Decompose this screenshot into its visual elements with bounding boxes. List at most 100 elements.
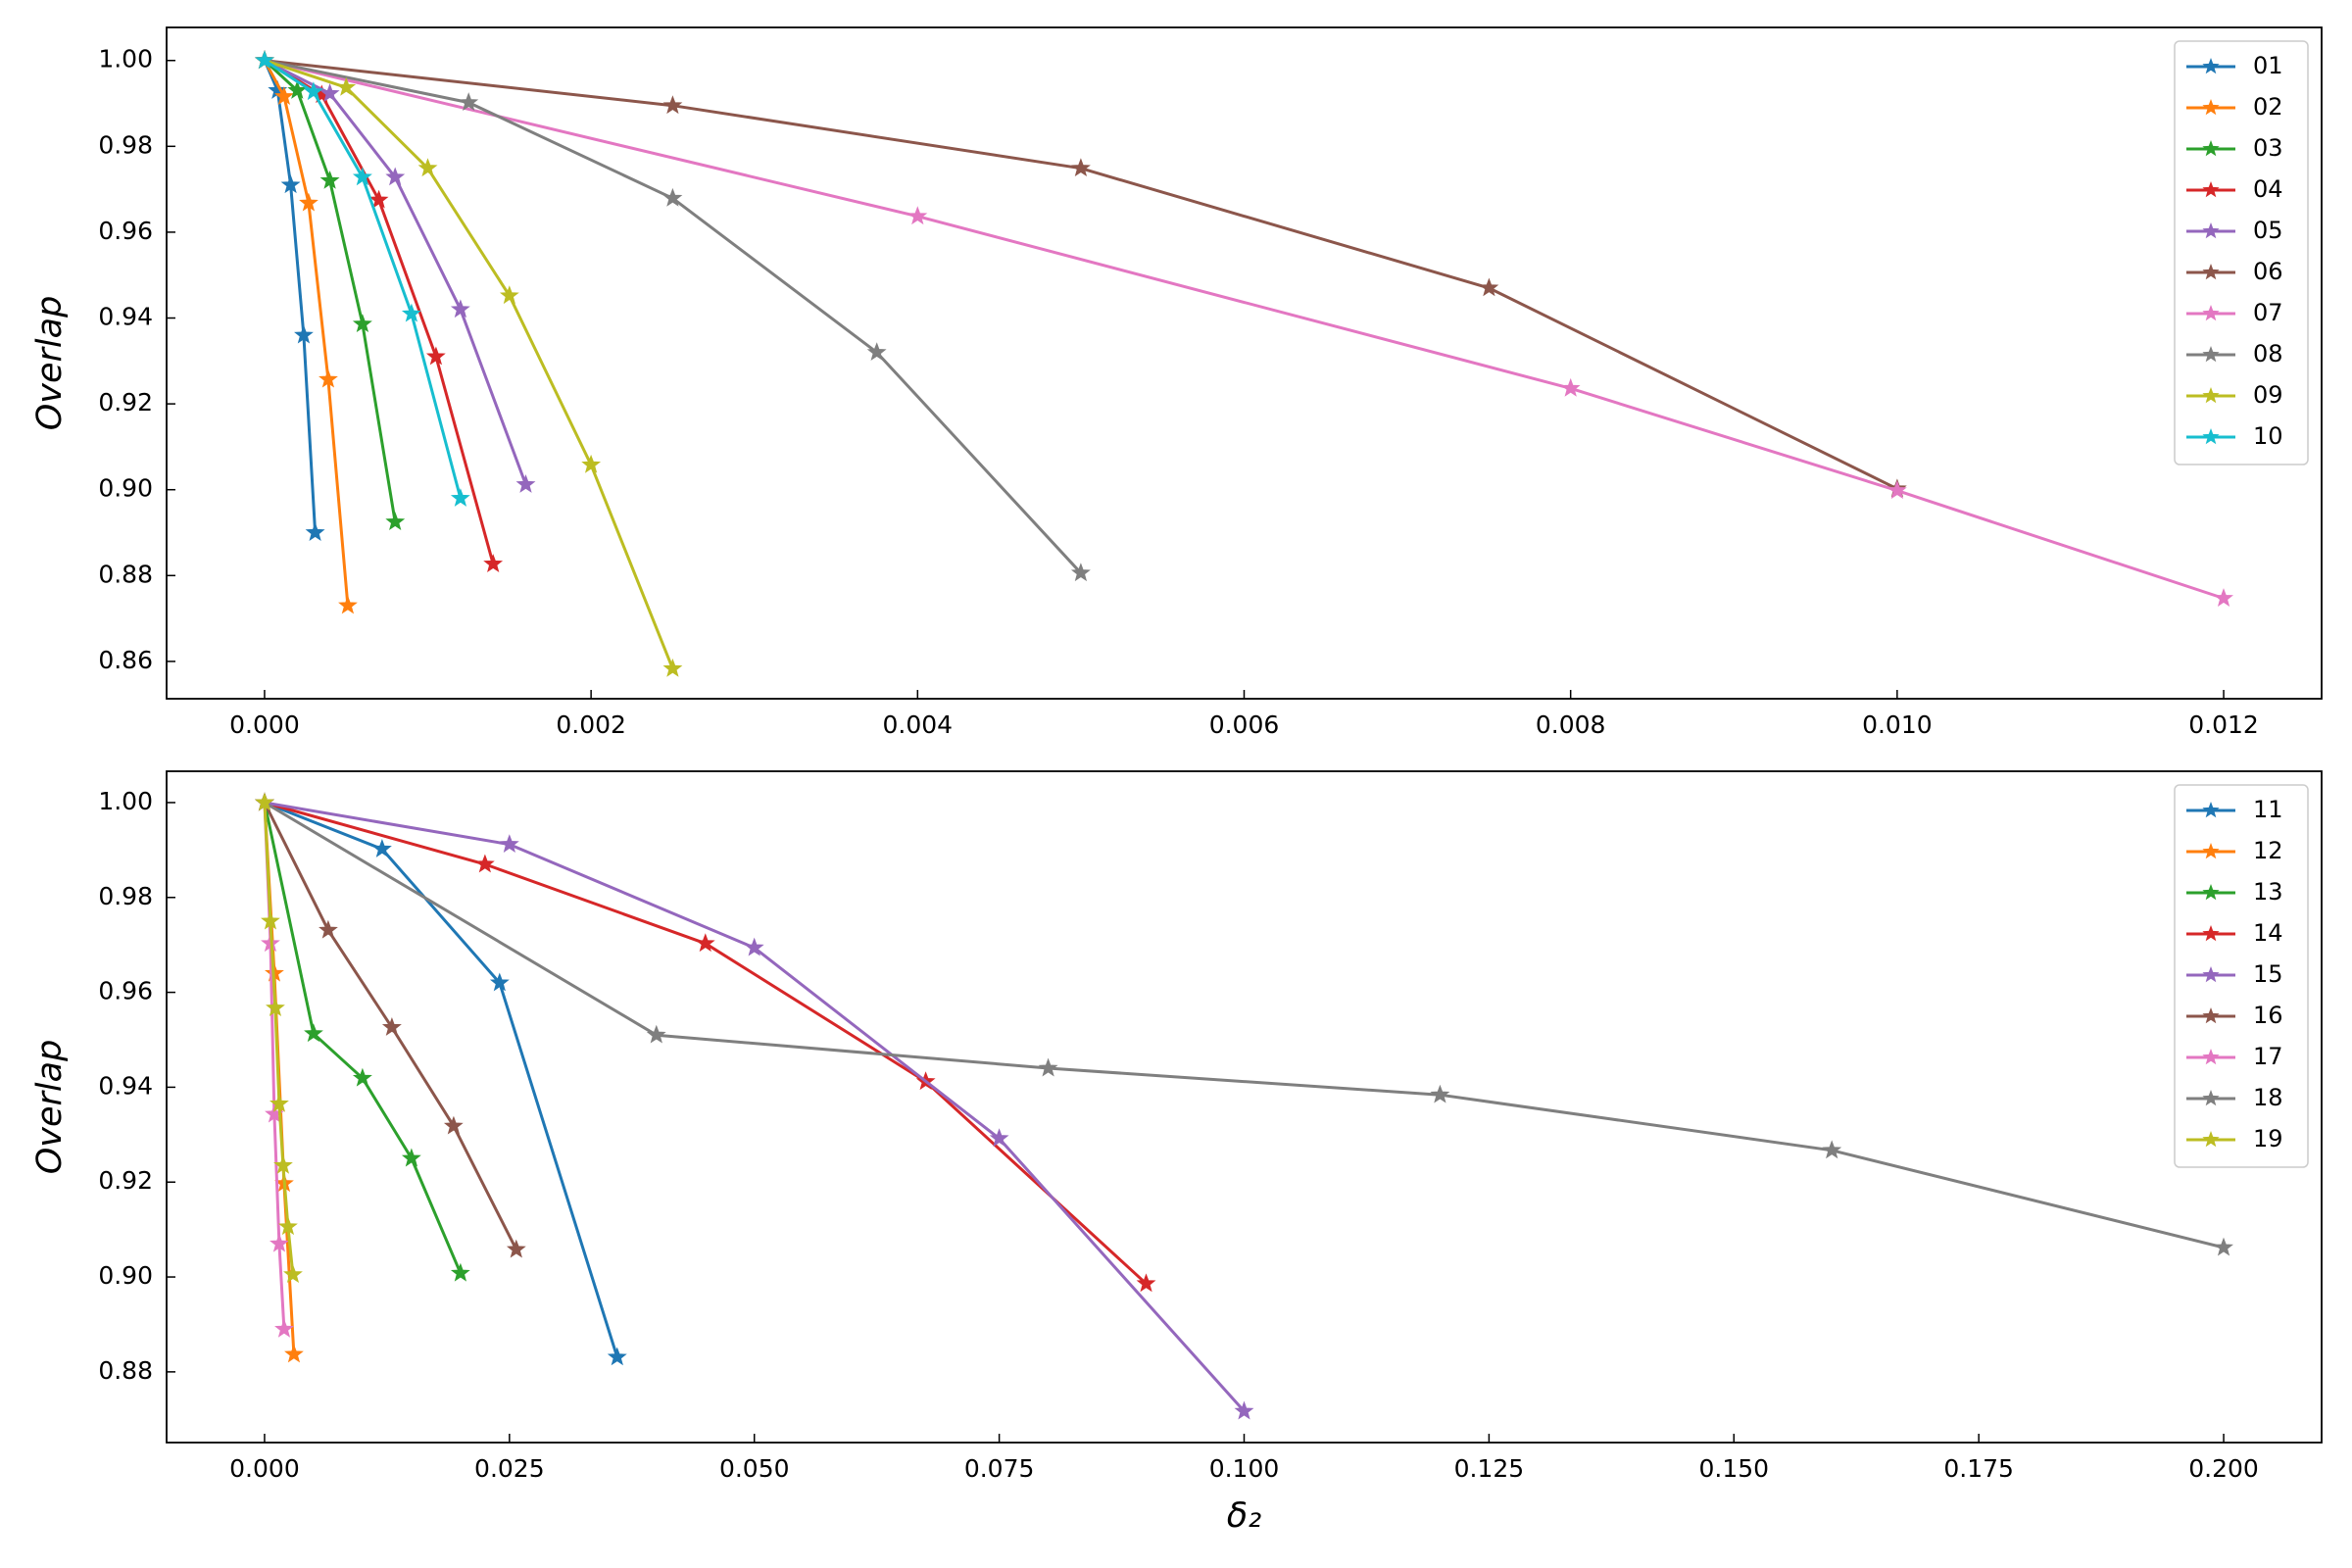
- x-tick-label: 0.002: [556, 710, 626, 739]
- legend-marker: [2202, 140, 2220, 157]
- legend-marker: [2202, 925, 2220, 942]
- y-axis-label: Overlap: [30, 1040, 70, 1175]
- legend-label: 08: [2253, 340, 2283, 368]
- point-marker: [1070, 158, 1091, 177]
- point-marker: [274, 86, 294, 105]
- y-tick-label: 0.86: [98, 646, 153, 674]
- legend-label: 11: [2253, 796, 2283, 823]
- legend-label: 10: [2253, 422, 2283, 450]
- point-marker: [255, 50, 274, 70]
- legend-marker: [2202, 1007, 2220, 1024]
- point-marker: [305, 522, 325, 541]
- y-tick-label: 0.88: [98, 1356, 153, 1385]
- point-marker: [866, 342, 887, 361]
- y-tick-label: 0.90: [98, 474, 153, 503]
- point-marker: [255, 792, 274, 811]
- point-marker: [304, 81, 323, 101]
- y-tick-label: 0.98: [98, 882, 153, 910]
- series-line: [264, 59, 463, 499]
- point-marker: [319, 82, 340, 102]
- point-marker: [1070, 563, 1091, 582]
- plot-frame: [166, 26, 2323, 700]
- x-tick-label: 0.200: [2188, 1454, 2259, 1483]
- y-tick-label: 0.88: [98, 560, 153, 588]
- legend-marker: [2202, 802, 2220, 818]
- point-marker: [368, 189, 389, 209]
- legend-box: [2174, 784, 2309, 1168]
- point-marker: [299, 192, 318, 212]
- point-marker: [662, 187, 683, 207]
- point-marker: [385, 512, 406, 530]
- legend-label: 04: [2253, 175, 2283, 203]
- point-marker: [283, 1264, 303, 1284]
- legend-label: 07: [2253, 299, 2283, 326]
- legend-label: 19: [2253, 1125, 2283, 1152]
- legend-marker: [2202, 222, 2220, 239]
- point-marker: [744, 937, 764, 956]
- point-marker: [270, 1093, 289, 1112]
- point-marker: [2214, 588, 2233, 607]
- point-marker: [352, 314, 372, 333]
- point-marker: [483, 554, 504, 572]
- x-tick-label: 0.175: [1943, 1454, 2014, 1483]
- legend-label: 02: [2253, 93, 2283, 121]
- legend-marker: [2202, 387, 2220, 404]
- legend-label: 18: [2253, 1084, 2283, 1111]
- y-tick-label: 0.96: [98, 217, 153, 245]
- legend-marker: [2202, 1049, 2220, 1065]
- legend-label: 15: [2253, 960, 2283, 988]
- legend-marker: [2202, 99, 2220, 116]
- point-marker: [319, 170, 340, 189]
- x-tick-label: 0.025: [474, 1454, 545, 1483]
- series-line: [264, 801, 1246, 1413]
- legend-label: 13: [2253, 878, 2283, 906]
- x-tick-label: 0.004: [883, 710, 954, 739]
- point-marker: [1234, 1400, 1254, 1420]
- point-marker: [1560, 377, 1581, 397]
- point-marker: [352, 167, 372, 186]
- point-marker: [1886, 480, 1907, 500]
- y-tick-label: 0.96: [98, 977, 153, 1005]
- legend-marker: [2202, 1090, 2220, 1106]
- legend-marker: [2202, 428, 2220, 445]
- legend-label: 12: [2253, 837, 2283, 864]
- series-line: [263, 60, 318, 533]
- point-marker: [425, 346, 446, 366]
- y-tick-label: 0.94: [98, 303, 153, 331]
- x-tick-label: 0.000: [229, 1454, 300, 1483]
- series-line: [264, 59, 674, 669]
- legend-label: 06: [2253, 258, 2283, 285]
- legend-marker: [2202, 843, 2220, 859]
- point-marker: [1136, 1273, 1156, 1293]
- point-marker: [261, 910, 280, 930]
- legend-label: 14: [2253, 919, 2283, 947]
- legend-box: [2174, 40, 2309, 466]
- series-line: [264, 59, 1083, 574]
- point-marker: [1822, 1140, 1842, 1159]
- x-axis-label: δ₂: [1227, 1496, 1261, 1536]
- point-marker: [274, 1318, 294, 1338]
- y-tick-label: 1.00: [98, 787, 153, 815]
- y-axis-label: Overlap: [30, 296, 70, 431]
- y-tick-label: 0.92: [98, 388, 153, 416]
- point-marker: [401, 1148, 421, 1167]
- point-marker: [284, 1344, 304, 1363]
- legend-marker: [2202, 181, 2220, 198]
- point-marker: [385, 167, 406, 186]
- x-tick-label: 0.100: [1209, 1454, 1280, 1483]
- point-marker: [499, 834, 519, 853]
- point-marker: [270, 1233, 289, 1252]
- point-marker: [280, 174, 301, 194]
- series-line: [263, 802, 463, 1274]
- subplot: 0.000 0.025 0.050 0.075 0.100 0.125 0.150 0.175…: [30, 770, 2323, 1536]
- x-tick-label: 0.075: [964, 1454, 1035, 1483]
- point-marker: [695, 933, 715, 953]
- x-tick-label: 0.006: [1209, 710, 1280, 739]
- legend-marker: [2202, 58, 2220, 74]
- point-marker: [443, 1115, 464, 1135]
- x-tick-label: 0.050: [719, 1454, 790, 1483]
- point-marker: [662, 658, 683, 677]
- legend-label: 09: [2253, 381, 2283, 409]
- point-marker: [506, 1239, 526, 1258]
- legend-marker: [2202, 1131, 2220, 1148]
